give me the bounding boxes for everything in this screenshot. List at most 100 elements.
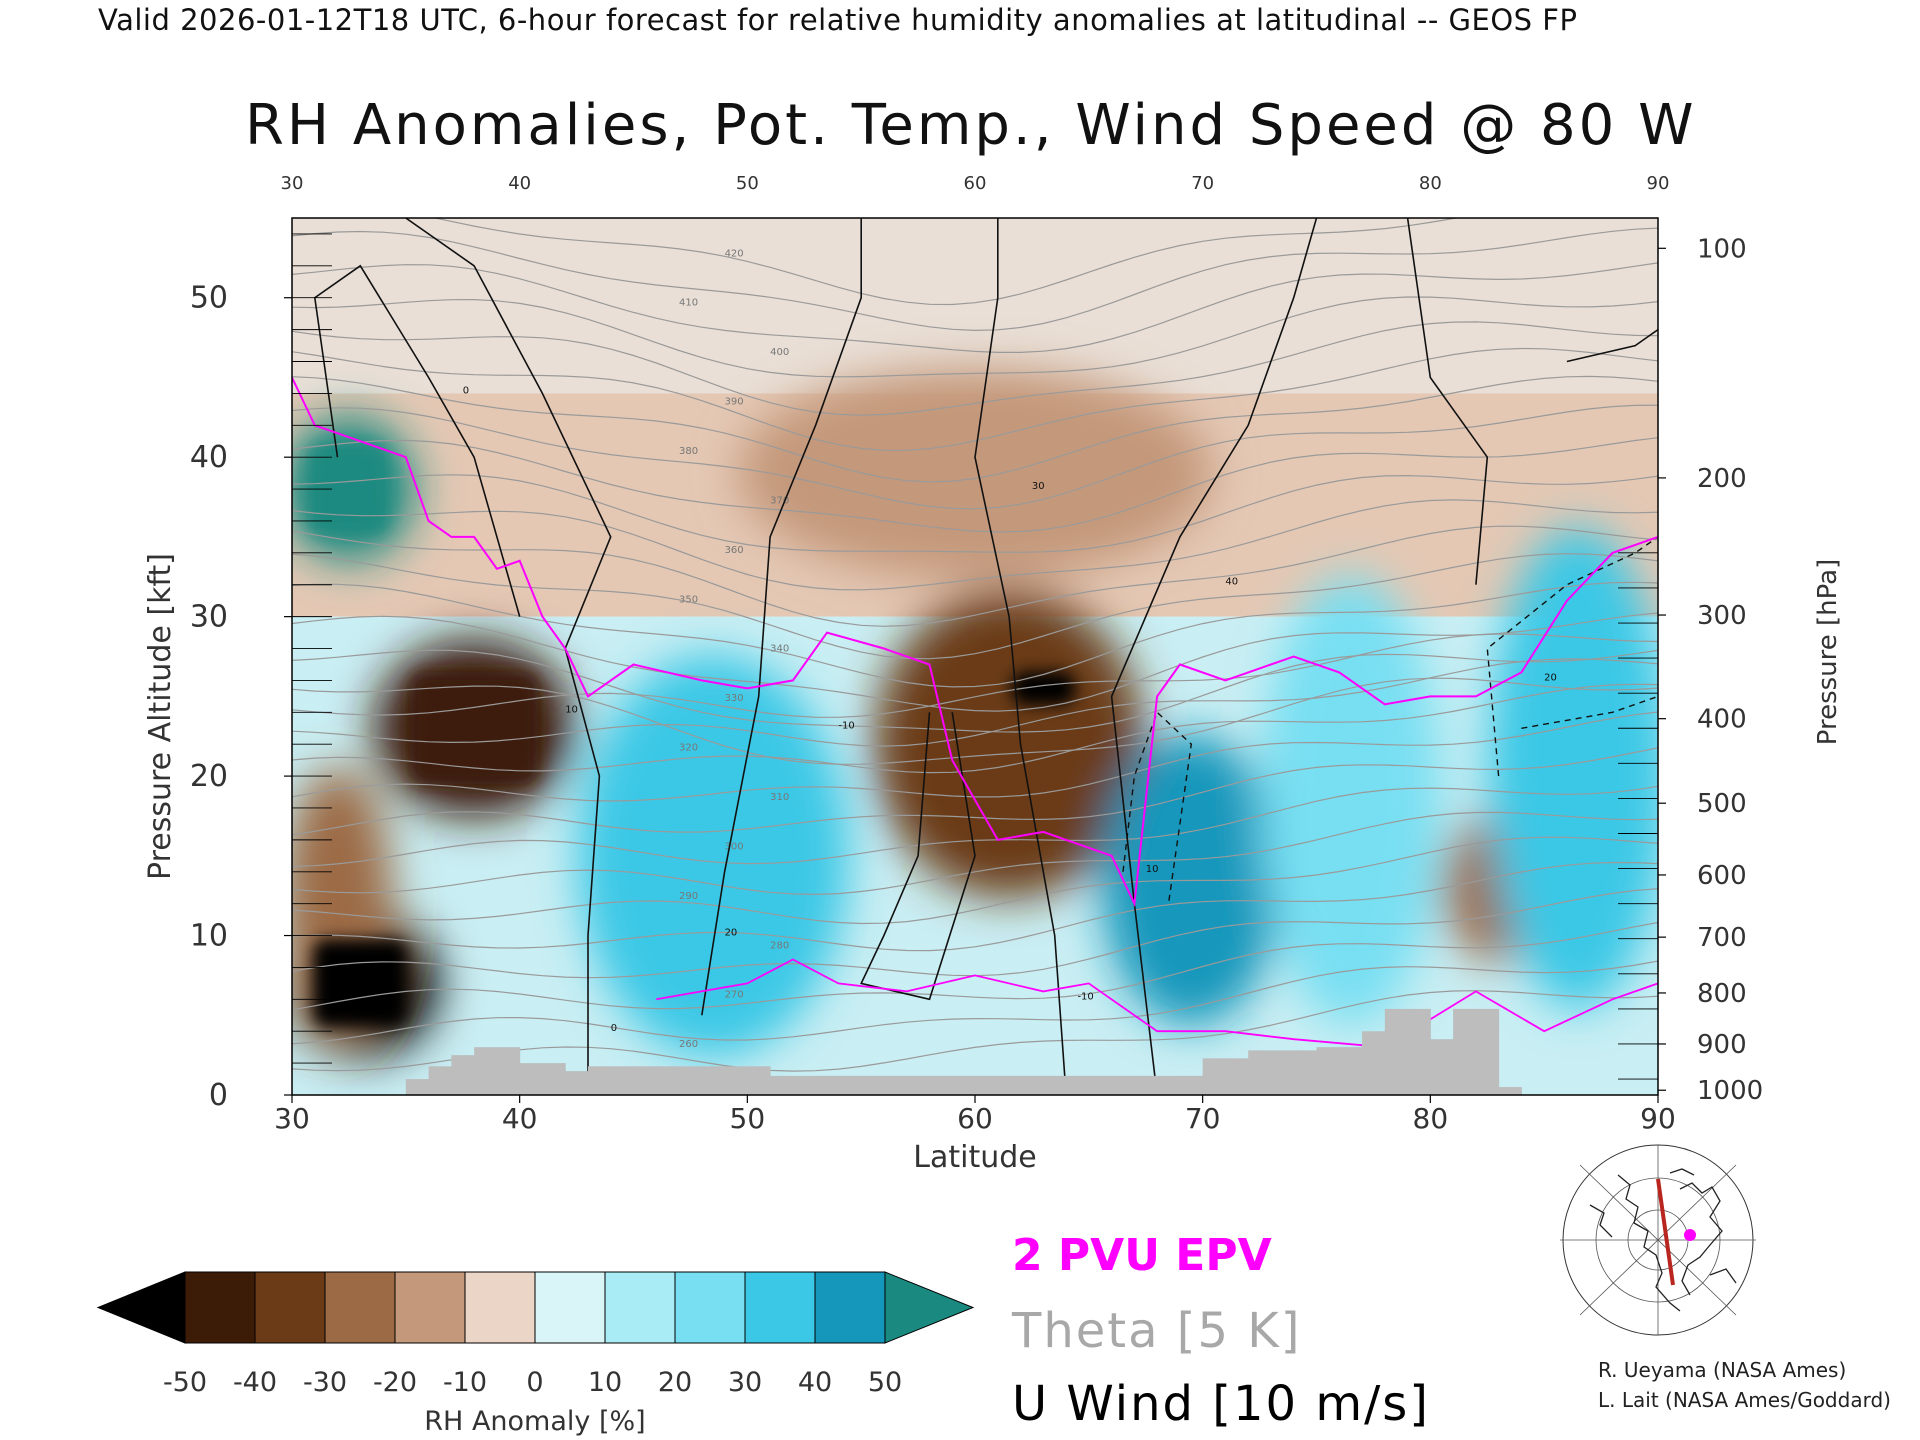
uwind-contour-negative [1521, 695, 1658, 729]
uwind-contour-label: 20 [725, 928, 738, 939]
colorbar-under-arrow [96, 1271, 186, 1344]
theta-contour-label: 370 [770, 495, 789, 506]
uwind-contours: -10 0 10 20 30 40 -10 0 10 20 [313, 218, 1658, 1095]
theta-contour-label: 400 [770, 347, 789, 358]
terrain-block [679, 1066, 771, 1095]
right-y-tick-label: 400 [1697, 705, 1747, 735]
legend-uwind: U Wind [10 m/s] [1012, 1376, 1431, 1432]
theta-contour-label: 390 [725, 397, 744, 408]
theta-contour-line [292, 525, 1658, 627]
terrain-block [451, 1055, 475, 1095]
theta-contour-line [292, 262, 1658, 353]
theta-contour-label: 410 [679, 298, 698, 309]
header-text: Valid 2026-01-12T18 UTC, 6-hour forecast… [98, 3, 1578, 37]
left-y-tick-label: 40 [190, 440, 228, 475]
left-y-tick-label: 50 [190, 281, 228, 316]
right-y-tick-label: 1000 [1697, 1076, 1763, 1106]
colorbar-label: RH Anomaly [%] [424, 1406, 645, 1437]
theta-contour-line [292, 499, 1658, 591]
legend-theta: Theta [5 K] [1012, 1303, 1302, 1359]
uwind-contour-line [313, 264, 521, 617]
anomaly-core-region [312, 938, 409, 1029]
x-axis-label: Latitude [913, 1140, 1036, 1175]
uwind-contour-line [1406, 218, 1489, 585]
colorbar-tick-label: -10 [443, 1367, 487, 1398]
colorbar-bin [674, 1271, 746, 1344]
terrain-block [1202, 1058, 1249, 1095]
left-y-tick-label: 20 [190, 759, 228, 794]
theta-contour-line [292, 861, 1658, 952]
colorbar-bin [534, 1271, 606, 1344]
theta-contour-line [292, 633, 1658, 718]
colorbar-bin [324, 1271, 396, 1344]
top-x-tick-label: 30 [281, 173, 304, 194]
top-x-tick-label: 70 [1191, 173, 1214, 194]
theta-contour-line [292, 785, 1658, 867]
terrain-block [770, 1075, 862, 1095]
theta-contour-line [292, 921, 1658, 1011]
theta-contour-label: 300 [725, 841, 744, 852]
theta-contour-label: 330 [725, 693, 744, 704]
anomaly-region [1260, 574, 1441, 1026]
theta-contour-line [292, 612, 1658, 712]
theta-contour-label: 420 [725, 248, 744, 259]
theta-contour-line [292, 677, 1658, 765]
uwind-contour-line [860, 712, 976, 1001]
uwind-contour-negative [1122, 711, 1193, 904]
uwind-contour-line [974, 218, 1067, 1095]
map-inset [1560, 1144, 1756, 1336]
right-y-tick-label: 100 [1697, 234, 1747, 264]
right-y-tick-label: 800 [1697, 979, 1747, 1009]
theta-contour-label: 380 [679, 446, 698, 457]
colorbar-tick-label: 10 [588, 1367, 622, 1398]
x-tick-label: 50 [730, 1102, 766, 1135]
theta-contour-label: 350 [679, 594, 698, 605]
right-y-tick-label: 200 [1697, 464, 1747, 494]
terrain-block [474, 1047, 521, 1095]
top-x-tick-label: 40 [508, 173, 531, 194]
top-x-tick-label: 60 [964, 173, 987, 194]
terrain-block [1362, 1031, 1386, 1095]
x-tick-label: 60 [957, 1102, 993, 1135]
colorbar-bin [254, 1271, 326, 1344]
top-x-tick-label: 90 [1647, 173, 1670, 194]
right-y-tick-label: 600 [1697, 861, 1747, 891]
location-dot [1684, 1229, 1696, 1241]
right-y-tick-label: 900 [1697, 1030, 1747, 1060]
epv-contour-line [292, 377, 1658, 908]
terrain-block [587, 1066, 680, 1095]
theta-contour-line [292, 836, 1658, 925]
band-upper [292, 218, 1658, 394]
left-y-tick-label: 0 [209, 1078, 228, 1113]
terrain [405, 1008, 1522, 1095]
theta-contour-line [292, 553, 1658, 660]
terrain-block [1453, 1008, 1500, 1095]
theta-contour-line [292, 296, 1658, 378]
theta-contour-line [292, 960, 1658, 1045]
theta-contour-label: 260 [679, 1039, 698, 1050]
theta-contour-label: 340 [770, 644, 789, 655]
terrain-block [1430, 1039, 1454, 1095]
terrain-block [405, 1079, 430, 1095]
anomaly-core-region [309, 444, 389, 534]
y-axis-label-right: Pressure [hPa] [1813, 559, 1843, 746]
right-y-tick-label: 700 [1697, 923, 1747, 953]
terrain-block [428, 1066, 452, 1095]
theta-contour-line [292, 711, 1658, 802]
theta-contour-line [292, 811, 1658, 896]
theta-contour-line [292, 321, 1658, 416]
uwind-contour-label: 10 [565, 704, 578, 715]
uwind-contour-label: 30 [1032, 481, 1045, 492]
theta-contour-label: 280 [770, 940, 789, 951]
colorbar-tick-label: 30 [728, 1367, 762, 1398]
colorbar-tick-label: 20 [658, 1367, 692, 1398]
theta-contour-label: 310 [770, 792, 789, 803]
left-y-tick-label: 10 [190, 919, 228, 954]
anomaly-core-region [1011, 671, 1076, 706]
right-y-tick-label: 500 [1697, 789, 1747, 819]
uwind-contour-label: 0 [611, 1023, 617, 1034]
colorbar-tick-label: 0 [526, 1367, 543, 1398]
theta-contour-line [292, 474, 1658, 553]
theta-contour-line [292, 375, 1658, 483]
